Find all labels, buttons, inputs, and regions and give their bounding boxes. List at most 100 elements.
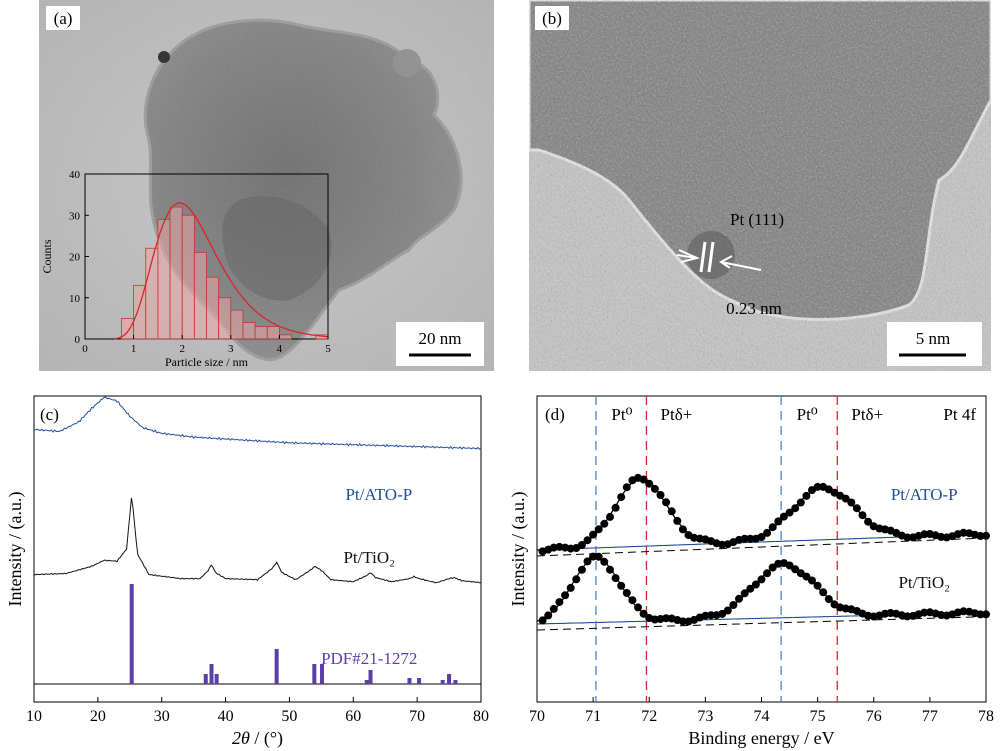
- component-peak: [536, 557, 987, 622]
- data-point: [673, 516, 682, 525]
- data-point: [751, 534, 760, 543]
- histogram-bar: [169, 206, 183, 340]
- data-point: [875, 611, 884, 620]
- data-point: [667, 614, 676, 623]
- data-point: [763, 528, 772, 537]
- data-point: [852, 607, 861, 615]
- arrow-right-icon: [719, 255, 762, 271]
- data-point: [544, 545, 553, 554]
- x-tick-label: 77: [922, 708, 938, 725]
- data-point: [774, 517, 783, 526]
- x-tick-label: 75: [810, 708, 826, 725]
- x-axis-label: Particle size / nm: [165, 355, 249, 369]
- reference-line-label: Ptδ+: [661, 405, 693, 424]
- x-axis-label: 2θ / (°): [232, 728, 283, 749]
- data-point: [976, 610, 985, 619]
- data-point: [920, 608, 929, 617]
- series-label: Pt/ATO-P: [891, 485, 958, 504]
- component-peak: [536, 477, 987, 551]
- data-point: [701, 611, 710, 620]
- data-point: [881, 525, 889, 534]
- x-tick-label: 20: [90, 708, 106, 725]
- data-point: [634, 473, 642, 482]
- data-point: [813, 482, 822, 491]
- data-point: [836, 603, 845, 612]
- reference-bar: [407, 678, 412, 684]
- data-point: [611, 574, 620, 583]
- data-point: [931, 531, 940, 540]
- x-tick-label: 2: [179, 343, 185, 355]
- data-point: [639, 609, 648, 618]
- data-point: [897, 611, 906, 620]
- data-point: [937, 532, 946, 541]
- data-point: [886, 609, 895, 617]
- reference-bar: [447, 674, 452, 684]
- x-tick-label: 5: [325, 343, 331, 355]
- x-tick-label: 71: [585, 708, 601, 725]
- data-point: [925, 608, 934, 617]
- data-point: [695, 613, 704, 622]
- y-tick-label: 0: [75, 334, 81, 346]
- scale-bar-box-b: [887, 322, 982, 366]
- data-point: [617, 581, 626, 590]
- lattice-fringe: [707, 241, 715, 273]
- data-point: [852, 504, 861, 513]
- data-point: [650, 615, 659, 624]
- data-point: [667, 507, 676, 516]
- reference-bar: [364, 680, 369, 684]
- data-point: [617, 493, 626, 502]
- data-point: [802, 572, 811, 581]
- data-point: [656, 615, 665, 623]
- data-point: [903, 612, 912, 621]
- data-point: [549, 543, 558, 552]
- data-point: [965, 607, 974, 616]
- data-point: [909, 611, 917, 620]
- data-point: [538, 547, 547, 556]
- data-point: [869, 612, 878, 621]
- histogram-bar: [193, 251, 207, 340]
- data-point: [572, 575, 581, 584]
- data-point: [970, 530, 979, 539]
- data-point: [953, 608, 962, 617]
- reference-bar: [214, 674, 219, 684]
- x-tick-label: 74: [754, 708, 770, 725]
- chart-c-frame: [33, 395, 482, 703]
- data-point: [589, 552, 598, 561]
- data-point: [757, 575, 766, 584]
- data-point: [824, 485, 833, 494]
- data-point: [577, 541, 586, 549]
- data-point: [937, 611, 946, 619]
- data-point: [634, 603, 642, 612]
- component-peak: [536, 563, 987, 625]
- data-point: [583, 557, 592, 566]
- reference-bar: [129, 584, 134, 684]
- baseline-line: [536, 537, 987, 557]
- data-point: [881, 609, 889, 618]
- x-axis-label: Binding energy / eV: [688, 728, 834, 748]
- panel-a-label-box: [46, 6, 80, 30]
- xps-chart: (d) Pt 4f Pt⁰ Ptδ+ Pt⁰ Ptδ+ Pt/ATO-P Pt/TiO₂ 70 7…: [508, 395, 994, 748]
- data-point: [645, 479, 654, 488]
- reference-bar: [440, 680, 445, 684]
- data-point: [561, 591, 570, 600]
- data-point: [589, 530, 598, 539]
- scale-bar-text-a: 20 nm: [419, 329, 462, 348]
- data-point: [684, 617, 693, 626]
- data-point: [656, 491, 665, 499]
- x-tick-label: 10: [26, 708, 42, 725]
- x-tick-label: 73: [697, 708, 713, 725]
- data-point: [914, 531, 923, 540]
- data-point: [757, 533, 766, 541]
- data-point: [869, 522, 878, 531]
- data-point: [572, 544, 581, 552]
- data-point: [802, 491, 811, 500]
- data-point: [566, 583, 575, 592]
- envelope-curve: [536, 477, 987, 551]
- y-axis-label: Counts: [40, 239, 54, 273]
- data-point: [841, 604, 850, 613]
- data-point: [662, 614, 671, 623]
- reference-bar: [203, 674, 208, 684]
- reference-line-label: Pt⁰: [611, 405, 632, 424]
- data-point: [645, 614, 654, 622]
